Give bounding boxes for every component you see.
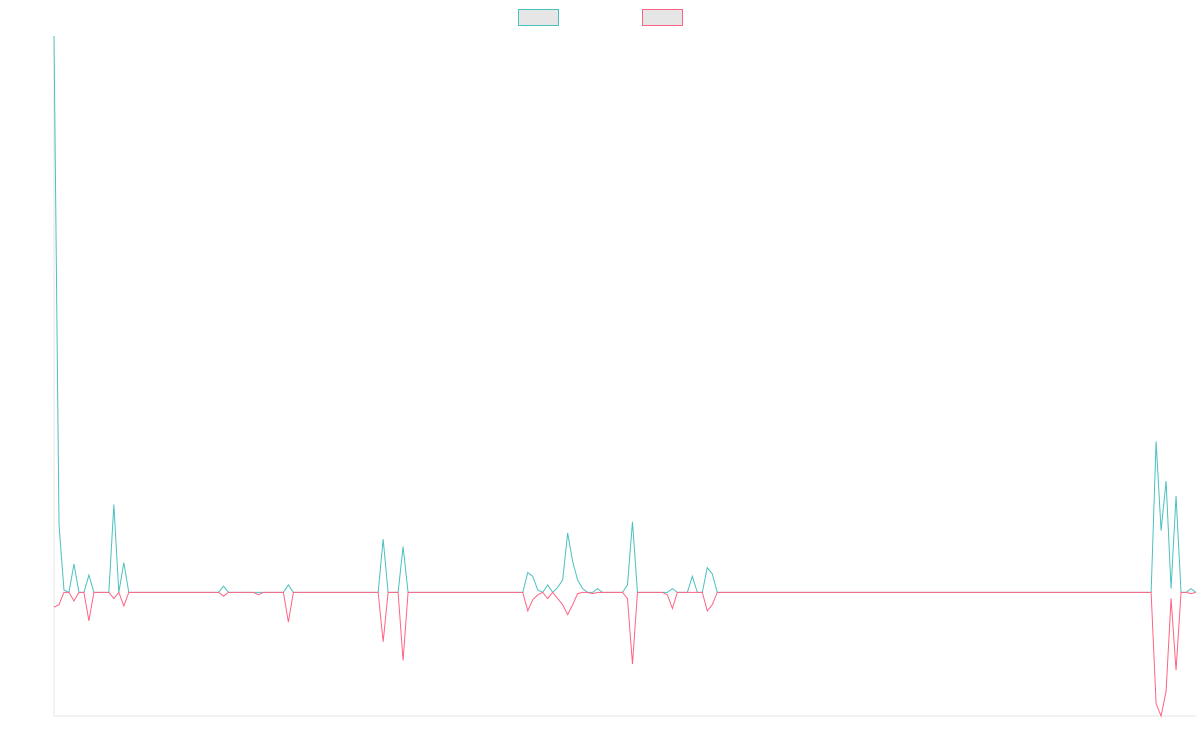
series-2-line <box>53 591 1197 718</box>
legend[interactable] <box>518 9 683 26</box>
series-2 <box>53 591 1197 718</box>
series-layer <box>53 35 1197 718</box>
legend-swatch-1[interactable] <box>518 9 559 26</box>
series-1 <box>53 35 1197 594</box>
legend-swatch-2[interactable] <box>642 9 683 26</box>
axes <box>53 36 1196 717</box>
series-1-line <box>53 35 1197 594</box>
